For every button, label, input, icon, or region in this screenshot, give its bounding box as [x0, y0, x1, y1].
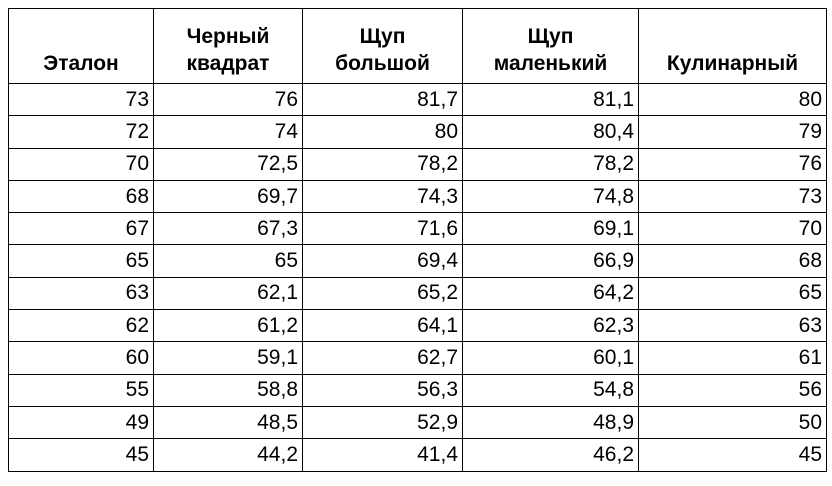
table-cell: 68: [638, 244, 827, 278]
table-cell: 46,2: [462, 438, 639, 472]
table-row: 65 65 69,4 66,9 68: [8, 244, 827, 278]
header-text: Щуп: [527, 25, 574, 48]
data-table: Эталон Черный квадрат Щуп большой Щуп маленьки…: [8, 8, 827, 472]
header-cell: Эталон: [8, 8, 154, 84]
table-cell: 65: [8, 244, 154, 278]
table-row: 60 59,1 62,7 60,1 61: [8, 341, 827, 375]
table-cell: 80: [302, 115, 463, 149]
table-row: 49 48,5 52,9 48,9 50: [8, 405, 827, 440]
table-cell: 62,7: [302, 341, 463, 375]
table-cell: 66,9: [462, 244, 639, 278]
table-row: 70 72,5 78,2 78,2 76: [8, 147, 827, 181]
table-cell: 74,8: [462, 179, 639, 214]
table-row: 45 44,2 41,4 46,2 45: [8, 438, 827, 472]
table-cell: 61: [638, 341, 827, 375]
table-cell: 73: [8, 82, 154, 117]
table-cell: 62: [8, 309, 154, 343]
table-cell: 55: [8, 373, 154, 407]
table-cell: 74,3: [302, 179, 463, 214]
table-cell: 71,6: [302, 212, 463, 246]
table-cell: 80,4: [462, 115, 639, 149]
table-cell: 70: [638, 212, 827, 246]
table-cell: 52,9: [302, 405, 463, 440]
table-cell: 72,5: [153, 147, 303, 181]
table-cell: 63: [8, 276, 154, 311]
table-cell: 54,8: [462, 373, 639, 407]
table-cell: 45: [8, 438, 154, 472]
table-cell: 68: [8, 179, 154, 214]
table-cell: 63: [638, 309, 827, 343]
table-cell: 61,2: [153, 309, 303, 343]
table-body: 73 76 81,7 81,1 80 72 74 80 80,4 79 70 72,5 78,2 78,2…: [8, 82, 827, 472]
table-cell: 76: [638, 147, 827, 181]
table-cell: 73: [638, 179, 827, 214]
table-row: 63 62,1 65,2 64,2 65: [8, 276, 827, 311]
table-row: 62 61,2 64,1 62,3 63: [8, 309, 827, 343]
table-row: 72 74 80 80,4 79: [8, 115, 827, 149]
table-cell: 81,1: [462, 82, 639, 117]
table-cell: 56: [638, 373, 827, 407]
table-cell: 69,4: [302, 244, 463, 278]
table-cell: 69,7: [153, 179, 303, 214]
table-cell: 81,7: [302, 82, 463, 117]
header-text: маленький: [493, 52, 608, 75]
table-cell: 48,5: [153, 405, 303, 440]
table-cell: 72: [8, 115, 154, 149]
table-cell: 60,1: [462, 341, 639, 375]
table-cell: 69,1: [462, 212, 639, 246]
table-cell: 65: [638, 276, 827, 311]
table-cell: 64,2: [462, 276, 639, 311]
header-cell: Щуп большой: [302, 8, 463, 84]
table-cell: 65: [153, 244, 303, 278]
header-text: Эталон: [43, 52, 119, 75]
header-text: большой: [335, 52, 430, 75]
table-cell: 62,1: [153, 276, 303, 311]
table-cell: 78,2: [462, 147, 639, 181]
table-cell: 80: [638, 82, 827, 117]
table-cell: 79: [638, 115, 827, 149]
table-cell: 45: [638, 438, 827, 472]
table-cell: 60: [8, 341, 154, 375]
table-cell: 64,1: [302, 309, 463, 343]
table-cell: 67,3: [153, 212, 303, 246]
table-cell: 76: [153, 82, 303, 117]
header-cell: Черный квадрат: [153, 8, 303, 84]
table-cell: 48,9: [462, 405, 639, 440]
table-row: 73 76 81,7 81,1 80: [8, 82, 827, 117]
table-cell: 67: [8, 212, 154, 246]
table-cell: 70: [8, 147, 154, 181]
table-row: 55 58,8 56,3 54,8 56: [8, 373, 827, 407]
header-cell: Щуп маленький: [462, 8, 639, 84]
table-cell: 50: [638, 405, 827, 440]
table-row: 67 67,3 71,6 69,1 70: [8, 212, 827, 246]
table-cell: 78,2: [302, 147, 463, 181]
table-cell: 58,8: [153, 373, 303, 407]
header-cell: Кулинарный: [638, 8, 827, 84]
table-cell: 41,4: [302, 438, 463, 472]
table-cell: 65,2: [302, 276, 463, 311]
table-cell: 59,1: [153, 341, 303, 375]
table-cell: 74: [153, 115, 303, 149]
header-text: Щуп: [359, 25, 406, 48]
table-row: 68 69,7 74,3 74,8 73: [8, 179, 827, 214]
header-text: квадрат: [186, 52, 270, 75]
table-cell: 56,3: [302, 373, 463, 407]
table-cell: 44,2: [153, 438, 303, 472]
table-cell: 62,3: [462, 309, 639, 343]
table-cell: 49: [8, 405, 154, 440]
header-text: Кулинарный: [666, 52, 799, 75]
header-text: Черный: [186, 25, 270, 48]
header-row: Эталон Черный квадрат Щуп большой Щуп маленьки…: [8, 8, 827, 84]
